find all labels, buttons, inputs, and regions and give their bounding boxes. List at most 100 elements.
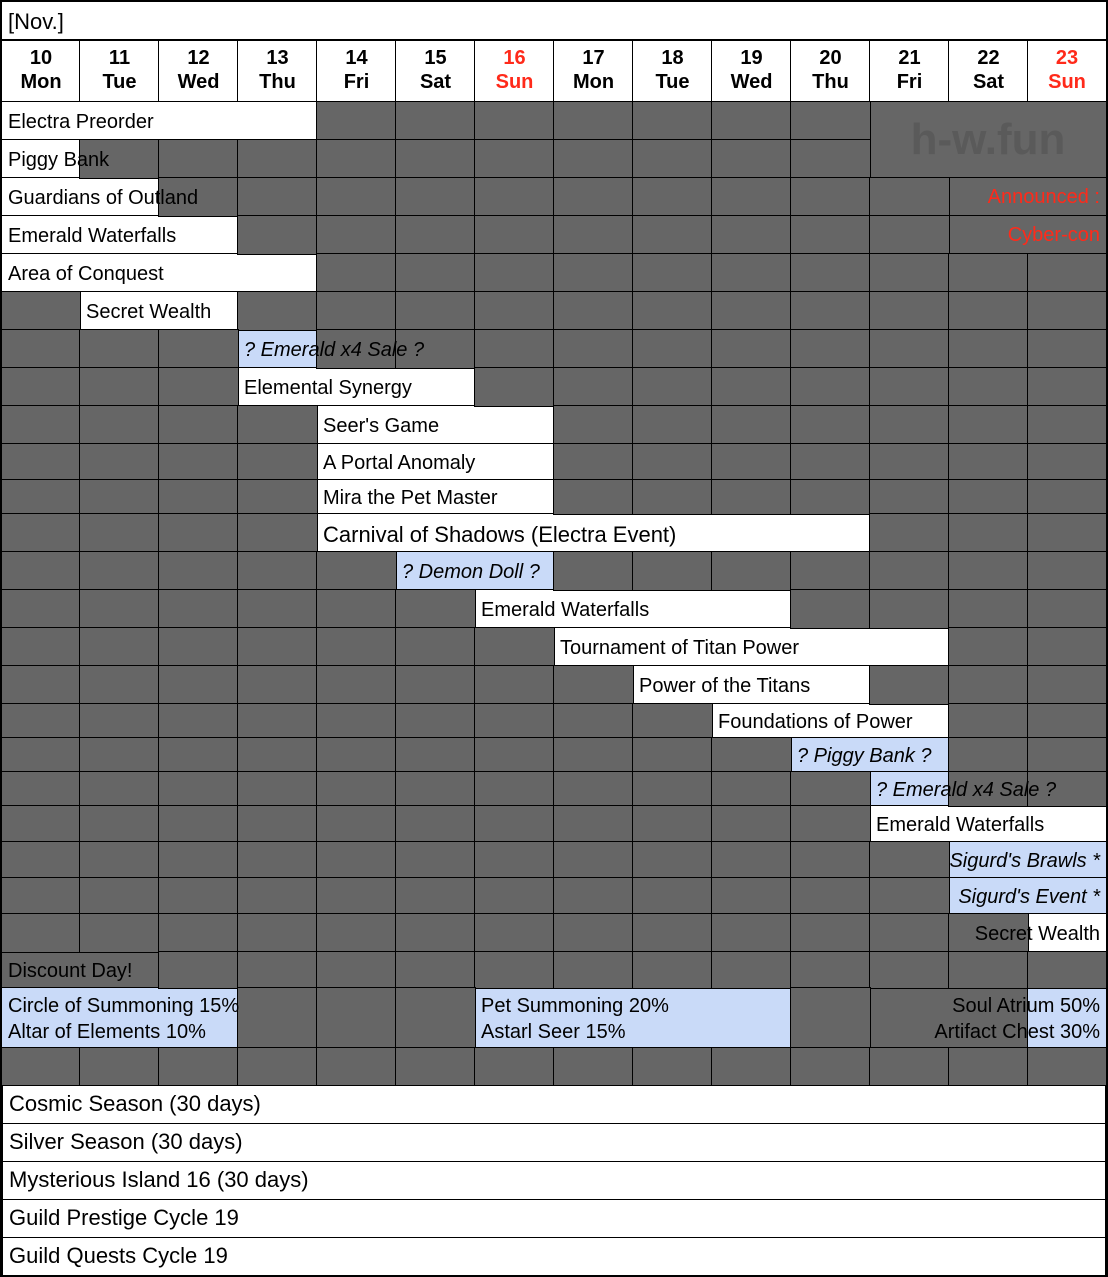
empty-cell (395, 291, 476, 331)
event-bar[interactable] (1, 987, 239, 1049)
empty-cell (79, 589, 160, 629)
event-label[interactable]: Piggy Bank (8, 148, 110, 171)
empty-cell (711, 841, 792, 879)
empty-cell (1027, 291, 1107, 331)
empty-cell (711, 913, 792, 953)
empty-cell (316, 139, 397, 179)
season-row[interactable]: Mysterious Island 16 (30 days) (2, 1161, 1106, 1200)
empty-cell (79, 913, 160, 953)
event-label[interactable]: Mira the Pet Master (323, 486, 498, 509)
event-label[interactable]: Foundations of Power (718, 710, 913, 733)
empty-cell (1, 551, 81, 591)
event-bar[interactable] (395, 551, 555, 591)
event-label[interactable]: Emerald Waterfalls (8, 224, 177, 247)
event-label[interactable]: Power of the Titans (639, 674, 811, 697)
event-label[interactable]: Electra Preorder (8, 110, 154, 133)
empty-cell (1, 877, 81, 915)
event-label[interactable]: Elemental Synergy (244, 376, 412, 399)
empty-cell (869, 253, 950, 293)
day-header: 12 Wed (158, 40, 239, 102)
empty-cell (79, 479, 160, 515)
empty-cell (1027, 1047, 1107, 1087)
empty-cell (158, 551, 239, 591)
day-date: 12 (187, 47, 210, 69)
event-bar[interactable] (316, 479, 555, 515)
empty-cell (632, 479, 713, 515)
event-bar[interactable] (869, 987, 1029, 1049)
event-label[interactable]: Sigurd's Event * (958, 885, 1100, 908)
event-label[interactable]: ? Demon Doll ? (402, 560, 540, 583)
empty-cell (474, 139, 555, 179)
empty-cell (948, 627, 1029, 667)
event-bar[interactable] (790, 737, 950, 773)
empty-cell (632, 841, 713, 879)
day-date: 18 (661, 47, 684, 69)
season-row[interactable]: Cosmic Season (30 days) (2, 1085, 1106, 1124)
empty-cell (553, 177, 634, 217)
empty-cell (237, 987, 318, 1049)
event-bar[interactable] (474, 987, 792, 1049)
empty-cell (711, 479, 792, 515)
event-label[interactable]: Area of Conquest (8, 262, 164, 285)
event-bar[interactable] (632, 665, 871, 705)
empty-cell (553, 367, 634, 407)
event-bar[interactable] (948, 877, 1107, 915)
empty-cell (790, 589, 871, 629)
season-row[interactable]: Guild Prestige Cycle 19 (2, 1199, 1106, 1238)
event-bar[interactable] (79, 291, 239, 331)
event-label[interactable]: Emerald Waterfalls (876, 813, 1045, 836)
event-label[interactable]: Guardians of Outland (8, 186, 199, 209)
empty-cell (1, 841, 81, 879)
event-label[interactable]: ? Emerald x4 Sale ? (244, 338, 425, 361)
empty-cell (553, 101, 634, 141)
empty-cell (869, 665, 950, 705)
event-label[interactable]: ? Emerald x4 Sale ? (876, 778, 1057, 801)
event-label[interactable]: Sigurd's Brawls * (949, 849, 1100, 872)
day-date: 10 (29, 47, 53, 69)
event-label[interactable]: A Portal Anomaly (323, 451, 476, 474)
empty-cell (1027, 589, 1107, 629)
event-label[interactable]: Pet Summoning 20% Astarl Seer 15% (481, 995, 669, 1043)
day-date: 14 (345, 47, 368, 69)
empty-cell (632, 405, 713, 445)
event-label[interactable]: Soul Atrium 50% Artifact Chest 30% (934, 995, 1100, 1043)
empty-cell (158, 139, 239, 179)
event-bar[interactable] (1, 215, 239, 255)
empty-cell (1, 291, 81, 331)
event-bar[interactable] (1, 253, 318, 293)
empty-cell (395, 877, 476, 915)
event-label[interactable]: Tournament of Titan Power (560, 636, 800, 659)
empty-cell (632, 913, 713, 953)
season-row[interactable]: Guild Quests Cycle 19 (2, 1237, 1106, 1276)
empty-cell (711, 291, 792, 331)
empty-cell (553, 913, 634, 953)
empty-cell (711, 101, 792, 141)
day-weekday: Sun (1048, 71, 1086, 93)
empty-cell (948, 513, 1029, 553)
season-row[interactable]: Silver Season (30 days) (2, 1123, 1106, 1162)
empty-cell (711, 443, 792, 481)
day-weekday: Tue (655, 71, 690, 93)
empty-cell (395, 627, 476, 667)
empty-cell (1027, 665, 1107, 705)
event-bar[interactable] (553, 627, 950, 667)
empty-cell (158, 771, 239, 807)
empty-cell (158, 479, 239, 515)
event-bar[interactable] (316, 443, 555, 481)
event-label[interactable]: Emerald Waterfalls (481, 598, 650, 621)
event-label[interactable]: ? Piggy Bank ? (797, 744, 932, 767)
event-label[interactable]: Secret Wealth (86, 300, 212, 323)
event-label[interactable]: Circle of Summoning 15% Altar of Element… (8, 995, 240, 1043)
event-label[interactable]: Seer's Game (323, 414, 440, 437)
day-date: 16 (503, 47, 526, 69)
empty-cell (869, 329, 950, 369)
event-label[interactable]: Secret Wealth (974, 922, 1100, 945)
empty-cell (395, 805, 476, 843)
empty-cell (79, 737, 160, 773)
event-label[interactable]: Discount Day! (8, 959, 133, 982)
event-label[interactable]: Carnival of Shadows (Electra Event) (323, 521, 677, 547)
empty-cell (316, 1047, 397, 1087)
empty-cell (1027, 627, 1107, 667)
empty-cell (1, 805, 81, 843)
empty-cell (79, 703, 160, 739)
